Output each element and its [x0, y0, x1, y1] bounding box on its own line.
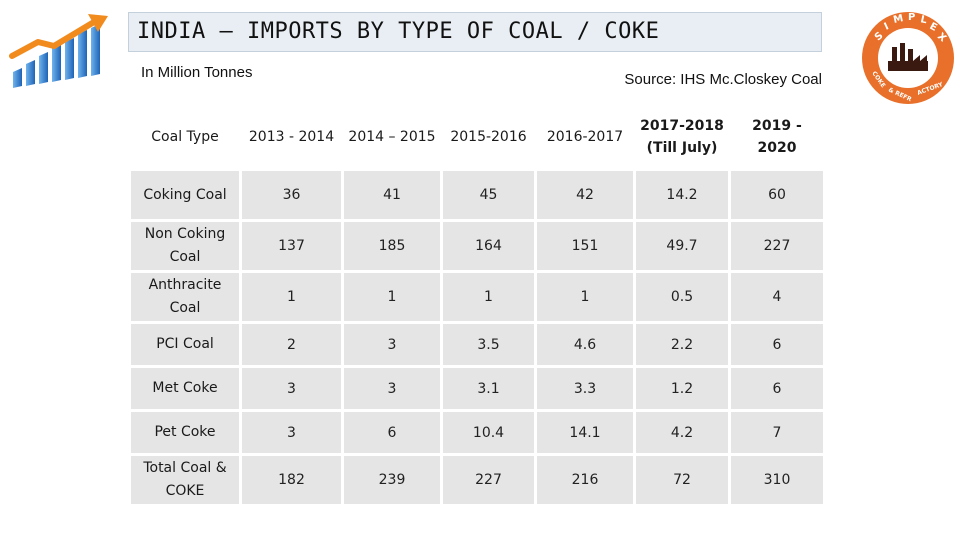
value-cell: 4 [731, 273, 823, 321]
table-body: Coking Coal 36 41 45 42 14.2 60 Non Coking Coal 1… [131, 171, 823, 504]
value-cell: 2 [242, 324, 341, 365]
value-cell: 164 [443, 222, 534, 270]
coal-type-cell: Total Coal & COKE [131, 456, 239, 504]
value-cell: 7 [731, 412, 823, 453]
svg-text:E: E [928, 21, 939, 34]
header-coal-type: Coal Type [131, 106, 239, 168]
chart-bars [13, 24, 100, 88]
table-row: PCI Coal 2 3 3.5 4.6 2.2 6 [131, 324, 823, 365]
value-cell: 3 [242, 412, 341, 453]
value-cell: 3 [344, 368, 440, 409]
header-2013-2014: 2013 - 2014 [242, 106, 341, 168]
header-2017-2018: 2017-2018 (Till July) [636, 106, 728, 168]
title-bar: INDIA – IMPORTS BY TYPE OF COAL / COKE [128, 12, 822, 52]
table-row: Anthracite Coal 1 1 1 1 0.5 4 [131, 273, 823, 321]
coal-imports-table: Coal Type 2013 - 2014 2014 – 2015 2015-2… [128, 103, 826, 507]
value-cell: 182 [242, 456, 341, 504]
value-cell: 239 [344, 456, 440, 504]
value-cell: 45 [443, 171, 534, 219]
value-cell: 227 [731, 222, 823, 270]
unit-label: In Million Tonnes [141, 64, 253, 81]
value-cell: 14.2 [636, 171, 728, 219]
table-row: Non Coking Coal 137 185 164 151 49.7 227 [131, 222, 823, 270]
source-label: Source: IHS Mc.Closkey Coal [624, 71, 822, 88]
value-cell: 72 [636, 456, 728, 504]
value-cell: 4.2 [636, 412, 728, 453]
value-cell: 1 [242, 273, 341, 321]
header-2019-2020: 2019 - 2020 [731, 106, 823, 168]
coal-type-cell: Pet Coke [131, 412, 239, 453]
coal-type-cell: Anthracite Coal [131, 273, 239, 321]
coal-type-cell: PCI Coal [131, 324, 239, 365]
value-cell: 42 [537, 171, 633, 219]
value-cell: 151 [537, 222, 633, 270]
table-header-row: Coal Type 2013 - 2014 2014 – 2015 2015-2… [131, 106, 823, 168]
svg-text:P: P [908, 12, 915, 23]
value-cell: 14.1 [537, 412, 633, 453]
header-2015-2016: 2015-2016 [443, 106, 534, 168]
page-title: INDIA – IMPORTS BY TYPE OF COAL / COKE [137, 19, 660, 44]
svg-text:I: I [883, 21, 891, 33]
value-cell: 1 [537, 273, 633, 321]
value-cell: 3.3 [537, 368, 633, 409]
value-cell: 3.5 [443, 324, 534, 365]
value-cell: 216 [537, 456, 633, 504]
value-cell: 60 [731, 171, 823, 219]
table-row: Coking Coal 36 41 45 42 14.2 60 [131, 171, 823, 219]
table-row: Pet Coke 3 6 10.4 14.1 4.2 7 [131, 412, 823, 453]
value-cell: 6 [731, 324, 823, 365]
value-cell: 36 [242, 171, 341, 219]
value-cell: 227 [443, 456, 534, 504]
value-cell: 1 [443, 273, 534, 321]
growth-chart-icon [9, 14, 108, 88]
value-cell: 10.4 [443, 412, 534, 453]
table-row: Met Coke 3 3 3.1 3.3 1.2 6 [131, 368, 823, 409]
value-cell: 3.1 [443, 368, 534, 409]
header-2014-2015: 2014 – 2015 [344, 106, 440, 168]
value-cell: 1.2 [636, 368, 728, 409]
coal-type-cell: Coking Coal [131, 171, 239, 219]
coal-type-cell: Non Coking Coal [131, 222, 239, 270]
value-cell: 41 [344, 171, 440, 219]
factory-icon [888, 43, 928, 71]
table-row: Total Coal & COKE 182 239 227 216 72 310 [131, 456, 823, 504]
value-cell: 49.7 [636, 222, 728, 270]
trend-arrow [9, 19, 97, 59]
value-cell: 6 [344, 412, 440, 453]
simplex-logo: S I M P L E X COKE & REFR ACTORY [862, 12, 954, 104]
header-2016-2017: 2016-2017 [537, 106, 633, 168]
value-cell: 137 [242, 222, 341, 270]
coal-type-cell: Met Coke [131, 368, 239, 409]
value-cell: 6 [731, 368, 823, 409]
value-cell: 1 [344, 273, 440, 321]
svg-text:M: M [892, 13, 904, 26]
value-cell: 0.5 [636, 273, 728, 321]
value-cell: 185 [344, 222, 440, 270]
value-cell: 2.2 [636, 324, 728, 365]
value-cell: 3 [344, 324, 440, 365]
value-cell: 4.6 [537, 324, 633, 365]
svg-text:L: L [919, 14, 928, 26]
value-cell: 310 [731, 456, 823, 504]
value-cell: 3 [242, 368, 341, 409]
